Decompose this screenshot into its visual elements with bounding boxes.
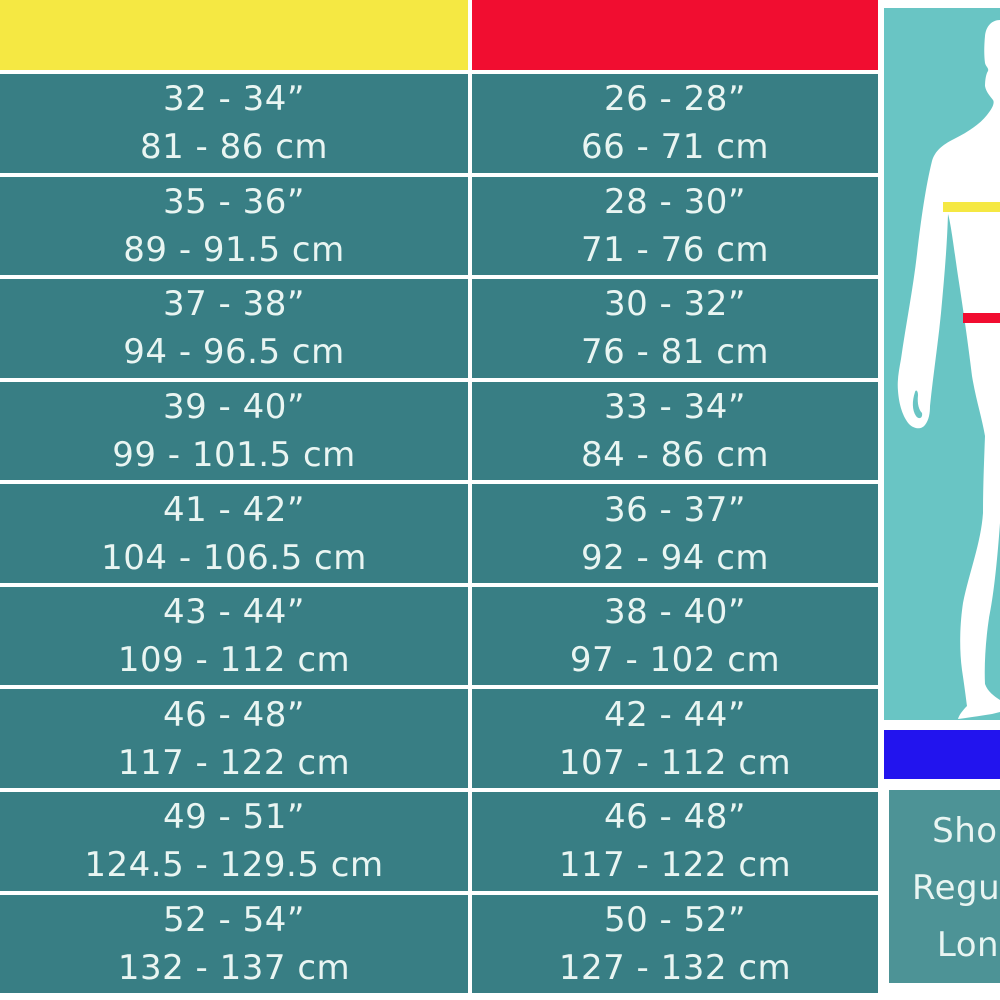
table-row: 52 - 54” 132 - 137 cm [0,894,468,994]
size-inches: 50 - 52” [603,899,747,940]
fit-length-panel: Short Regular Long [889,790,1000,983]
table-row: 26 - 28” 66 - 71 cm [472,74,878,173]
size-inches: 38 - 40” [603,592,747,633]
size-cm: 124.5 - 129.5 cm [84,845,384,886]
table-row: 49 - 51” 124.5 - 129.5 cm [0,791,468,891]
size-cm: 84 - 86 cm [580,434,770,475]
size-inches: 39 - 40” [162,386,306,427]
table-row: 33 - 34” 84 - 86 cm [472,381,878,481]
waist-measure-line [963,313,1000,323]
size-cm: 71 - 76 cm [580,229,770,270]
size-inches: 32 - 34” [162,79,306,120]
chest-measure-line [943,202,1000,212]
size-inches: 46 - 48” [603,797,747,838]
size-cm: 127 - 132 cm [558,947,792,988]
fit-option-regular: Regular [912,868,1000,908]
table-row: 41 - 42” 104 - 106.5 cm [0,484,468,583]
size-cm: 107 - 112 cm [558,742,792,783]
size-inches: 33 - 34” [603,386,747,427]
size-inches: 42 - 44” [603,694,747,735]
size-inches: 28 - 30” [603,181,747,222]
table-row: 37 - 38” 94 - 96.5 cm [0,279,468,378]
size-cm: 109 - 112 cm [117,640,351,681]
body-figure-panel [884,8,1000,720]
chest-header-band [0,0,468,70]
size-cm: 117 - 122 cm [558,845,792,886]
size-inches: 49 - 51” [162,797,306,838]
size-inches: 46 - 48” [162,694,306,735]
size-inches: 41 - 42” [162,489,306,530]
table-row: 35 - 36” 89 - 91.5 cm [0,176,468,276]
blue-band [884,730,1000,779]
table-row: 43 - 44” 109 - 112 cm [0,586,468,686]
size-inches: 37 - 38” [162,284,306,325]
size-cm: 94 - 96.5 cm [123,332,345,373]
size-inches: 52 - 54” [162,899,306,940]
table-row: 46 - 48” 117 - 122 cm [0,689,468,788]
size-inches: 43 - 44” [162,592,306,633]
table-row: 46 - 48” 117 - 122 cm [472,791,878,891]
size-cm: 76 - 81 cm [580,332,770,373]
chest-size-column: 32 - 34” 81 - 86 cm 35 - 36” 89 - 91.5 c… [0,0,468,994]
table-row: 28 - 30” 71 - 76 cm [472,176,878,276]
size-inches: 26 - 28” [603,79,747,120]
size-cm: 66 - 71 cm [580,127,770,168]
size-cm: 92 - 94 cm [580,537,770,578]
fit-option-long: Long [936,925,1000,965]
size-cm: 104 - 106.5 cm [101,537,367,578]
waist-size-column: 26 - 28” 66 - 71 cm 28 - 30” 71 - 76 cm … [472,0,878,994]
size-inches: 35 - 36” [162,181,306,222]
table-row: 39 - 40” 99 - 101.5 cm [0,381,468,481]
size-cm: 117 - 122 cm [117,742,351,783]
table-row: 42 - 44” 107 - 112 cm [472,689,878,788]
size-cm: 99 - 101.5 cm [112,434,356,475]
hand-thumb-gap [912,390,923,419]
table-row: 30 - 32” 76 - 81 cm [472,279,878,378]
fit-option-short: Short [932,811,1000,851]
size-cm: 97 - 102 cm [569,640,781,681]
size-cm: 89 - 91.5 cm [123,229,345,270]
size-cm: 132 - 137 cm [117,947,351,988]
male-body-silhouette [897,20,1000,719]
table-row: 36 - 37” 92 - 94 cm [472,484,878,583]
size-cm: 81 - 86 cm [139,127,329,168]
size-inches: 36 - 37” [603,489,747,530]
body-outline [897,20,1000,719]
table-row: 32 - 34” 81 - 86 cm [0,74,468,173]
table-row: 38 - 40” 97 - 102 cm [472,586,878,686]
waist-header-band [472,0,878,70]
table-row: 50 - 52” 127 - 132 cm [472,894,878,994]
size-inches: 30 - 32” [603,284,747,325]
